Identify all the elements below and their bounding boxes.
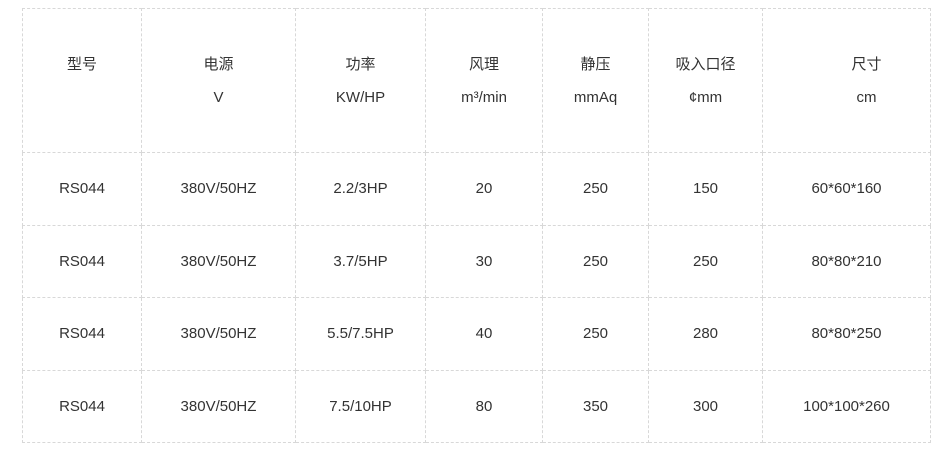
cell-rated-power: 3.7/5HP xyxy=(295,224,426,298)
cell-air-volume: 80 xyxy=(425,369,543,443)
cell-power-supply: 380V/50HZ xyxy=(141,369,296,443)
cell-rated-power: 2.2/3HP xyxy=(295,152,426,226)
cell-dimensions: 60*60*160 xyxy=(762,152,931,226)
column-header-power-supply: 电源 V xyxy=(141,8,296,153)
cell-static-pressure: 250 xyxy=(542,152,649,226)
column-header-power-supply-label: 电源 xyxy=(203,55,234,73)
column-header-static-pressure-label: 静压 xyxy=(580,55,611,73)
cell-rated-power: 7.5/10HP xyxy=(295,369,426,443)
table-row: RS044 380V/50HZ 3.7/5HP 30 250 250 80*80… xyxy=(22,224,931,298)
column-header-air-volume: 风理 m³/min xyxy=(425,8,543,153)
column-header-rated-power-label: 功率 xyxy=(345,55,376,73)
specification-table: 型号 电源 V 功率 KW/HP xyxy=(22,8,931,443)
cell-power-supply: 380V/50HZ xyxy=(141,152,296,226)
table-header-row: 型号 电源 V 功率 KW/HP xyxy=(22,8,931,153)
cell-model: RS044 xyxy=(22,224,142,298)
cell-rated-power: 5.5/7.5HP xyxy=(295,297,426,371)
cell-dimensions: 100*100*260 xyxy=(762,369,931,443)
table-row: RS044 380V/50HZ 5.5/7.5HP 40 250 280 80*… xyxy=(22,297,931,371)
specification-table-container: 型号 电源 V 功率 KW/HP xyxy=(22,8,931,443)
cell-model: RS044 xyxy=(22,297,142,371)
column-header-model-label: 型号 xyxy=(66,55,97,73)
column-header-dimensions: 尺寸 cm xyxy=(762,8,931,153)
column-header-inlet-diameter: 吸入口径 ¢mm xyxy=(648,8,763,153)
column-header-dimensions-label: 尺寸 xyxy=(851,55,882,73)
cell-model: RS044 xyxy=(22,152,142,226)
table-row: RS044 380V/50HZ 2.2/3HP 20 250 150 60*60… xyxy=(22,152,931,226)
table-row: RS044 380V/50HZ 7.5/10HP 80 350 300 100*… xyxy=(22,369,931,443)
column-header-static-pressure-unit: mmAq xyxy=(573,88,618,106)
column-header-static-pressure: 静压 mmAq xyxy=(542,8,649,153)
cell-dimensions: 80*80*250 xyxy=(762,297,931,371)
cell-power-supply: 380V/50HZ xyxy=(141,224,296,298)
column-header-inlet-diameter-label: 吸入口径 xyxy=(675,55,736,73)
column-header-power-supply-unit: V xyxy=(213,88,224,106)
cell-air-volume: 30 xyxy=(425,224,543,298)
column-header-air-volume-label: 风理 xyxy=(468,55,499,73)
cell-dimensions: 80*80*210 xyxy=(762,224,931,298)
cell-power-supply: 380V/50HZ xyxy=(141,297,296,371)
cell-model: RS044 xyxy=(22,369,142,443)
cell-inlet-diameter: 280 xyxy=(648,297,763,371)
column-header-air-volume-unit: m³/min xyxy=(461,88,507,106)
column-header-rated-power-unit: KW/HP xyxy=(335,88,386,106)
cell-air-volume: 40 xyxy=(425,297,543,371)
column-header-dimensions-unit: cm xyxy=(856,88,877,106)
column-header-model: 型号 xyxy=(22,8,142,153)
cell-static-pressure: 250 xyxy=(542,297,649,371)
column-header-inlet-diameter-unit: ¢mm xyxy=(688,88,723,106)
column-header-rated-power: 功率 KW/HP xyxy=(295,8,426,153)
cell-inlet-diameter: 300 xyxy=(648,369,763,443)
cell-inlet-diameter: 150 xyxy=(648,152,763,226)
cell-static-pressure: 250 xyxy=(542,224,649,298)
cell-static-pressure: 350 xyxy=(542,369,649,443)
cell-inlet-diameter: 250 xyxy=(648,224,763,298)
cell-air-volume: 20 xyxy=(425,152,543,226)
